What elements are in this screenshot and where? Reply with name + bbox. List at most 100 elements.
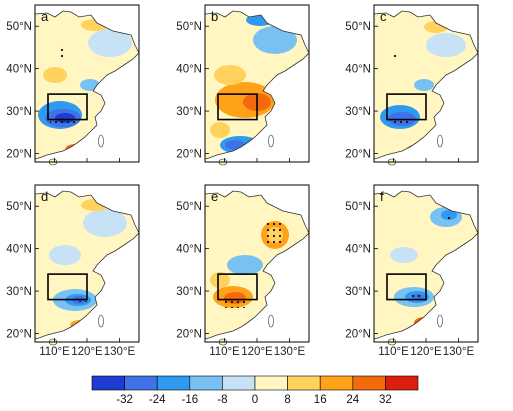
anomaly-patch (414, 79, 434, 91)
coastline (373, 190, 479, 340)
panel-label: e (211, 189, 218, 204)
anomaly-patch (426, 33, 466, 57)
colorbar-cell (385, 375, 419, 391)
taiwan-island (268, 134, 274, 148)
region-box (47, 273, 88, 301)
lon-tick-label: 110°E (209, 346, 240, 358)
colorbar-tick-label: 16 (314, 394, 327, 406)
region-box (217, 273, 258, 301)
coastline (34, 10, 140, 160)
colorbar-tick-label: 8 (284, 394, 290, 406)
significance-stipple (392, 53, 400, 59)
lon-tick-label: 120°E (410, 346, 442, 358)
colorbar-tick-label: -32 (116, 394, 133, 406)
colorbar-cell (287, 375, 321, 391)
colorbar: -32 -24 -16 -8 0 8 16 24 32 (91, 375, 419, 406)
anomaly-patch (210, 122, 230, 138)
panel-label: b (211, 9, 218, 24)
map-panel-f: f 50°N 40°N 30°N 20°N 110°E 120°E 130°E (345, 184, 479, 358)
significance-stipple (57, 45, 65, 59)
colorbar-cells (91, 375, 419, 391)
region-box (386, 93, 427, 121)
colorbar-labels: -32 -24 -16 -8 0 8 16 24 32 (116, 394, 392, 406)
map-panel-d: d 50°N 40°N 30°N 20°N 110°E 120°E 130°E (6, 184, 140, 358)
panel-label: a (41, 9, 49, 24)
lon-tick-label: 110°E (39, 346, 70, 358)
coastline (34, 190, 140, 340)
lat-tick-label: 40°N (345, 64, 371, 76)
land-field (205, 191, 309, 339)
colorbar-tick-label: -24 (149, 394, 166, 406)
lat-tick-label: 20°N (345, 329, 371, 341)
lat-tick-label: 20°N (345, 149, 371, 161)
significance-stipple (412, 295, 424, 300)
anomaly-patch (214, 65, 246, 85)
anomaly-patch (253, 26, 297, 54)
colorbar-cell (319, 375, 354, 391)
lat-tick-label: 20°N (176, 149, 202, 161)
taiwan-island (437, 134, 443, 148)
map-panel-b: b 50°N 40°N 30°N 20°N (176, 4, 310, 166)
lat-tick-label: 50°N (6, 21, 32, 33)
anomaly-patch (88, 29, 132, 57)
anomaly-patch (210, 272, 230, 288)
lon-tick-label: 120°E (71, 346, 103, 358)
colorbar-tick-label: 24 (346, 394, 359, 406)
lat-tick-label: 50°N (6, 201, 32, 213)
lat-tick-label: 20°N (6, 329, 32, 341)
anomaly-patch (49, 245, 81, 265)
colorbar-cell (189, 375, 223, 391)
panel-label: f (380, 189, 384, 204)
significance-stipple (444, 213, 454, 219)
colorbar-cell (91, 375, 125, 391)
lat-tick-label: 40°N (6, 64, 32, 76)
anomaly-patch (83, 209, 127, 237)
lat-tick-label: 50°N (345, 21, 371, 33)
lat-tick-label: 40°N (6, 244, 32, 256)
colorbar-tick-label: 32 (379, 394, 392, 406)
taiwan-island (98, 314, 104, 328)
lon-tick-label: 130°E (104, 346, 136, 358)
map-panel-c: c 50°N 40°N 30°N 20°N (345, 4, 479, 166)
lat-tick-label: 50°N (176, 21, 202, 33)
taiwan-island (268, 314, 274, 328)
colorbar-tick-label: -16 (181, 394, 198, 406)
lat-tick-label: 40°N (176, 244, 202, 256)
map-panel-e: e 50°N 40°N 30°N 20°N 110°E 120°E 130°E (176, 184, 310, 358)
lat-tick-label: 30°N (176, 286, 202, 298)
lat-tick-label: 30°N (345, 106, 371, 118)
colorbar-cell (222, 375, 256, 391)
lat-tick-label: 30°N (345, 286, 371, 298)
colorbar-cell (254, 375, 288, 391)
anomaly-patch (390, 247, 418, 263)
anomaly-patch (227, 255, 263, 275)
lat-tick-label: 30°N (176, 106, 202, 118)
lon-tick-label: 120°E (241, 346, 273, 358)
panel-label: c (380, 9, 387, 24)
significance-stipple (390, 117, 412, 125)
lon-tick-label: 130°E (274, 346, 306, 358)
anomaly-patch (43, 67, 67, 83)
taiwan-island (98, 134, 104, 148)
lat-tick-label: 40°N (176, 64, 202, 76)
map-panels: a 50°N 40°N 30°N 20°N b 50°N 40°N 30°N 20°N c 50°N 4… (6, 4, 479, 358)
panel-label: d (41, 189, 48, 204)
lat-tick-label: 40°N (345, 244, 371, 256)
region-box (47, 93, 88, 121)
coastline (373, 10, 479, 160)
colorbar-cell (156, 375, 191, 391)
colorbar-tick-label: 0 (252, 394, 258, 406)
lon-tick-label: 130°E (443, 346, 475, 358)
region-box (386, 273, 427, 301)
lat-tick-label: 50°N (345, 201, 371, 213)
colorbar-tick-label: -8 (217, 394, 227, 406)
map-panel-a: a 50°N 40°N 30°N 20°N (6, 4, 140, 166)
region-box (217, 93, 258, 121)
lat-tick-label: 30°N (6, 106, 32, 118)
coastline (204, 190, 310, 340)
colorbar-cell (124, 375, 158, 391)
taiwan-island (437, 314, 443, 328)
lat-tick-label: 50°N (176, 201, 202, 213)
significance-stipple (50, 117, 76, 127)
